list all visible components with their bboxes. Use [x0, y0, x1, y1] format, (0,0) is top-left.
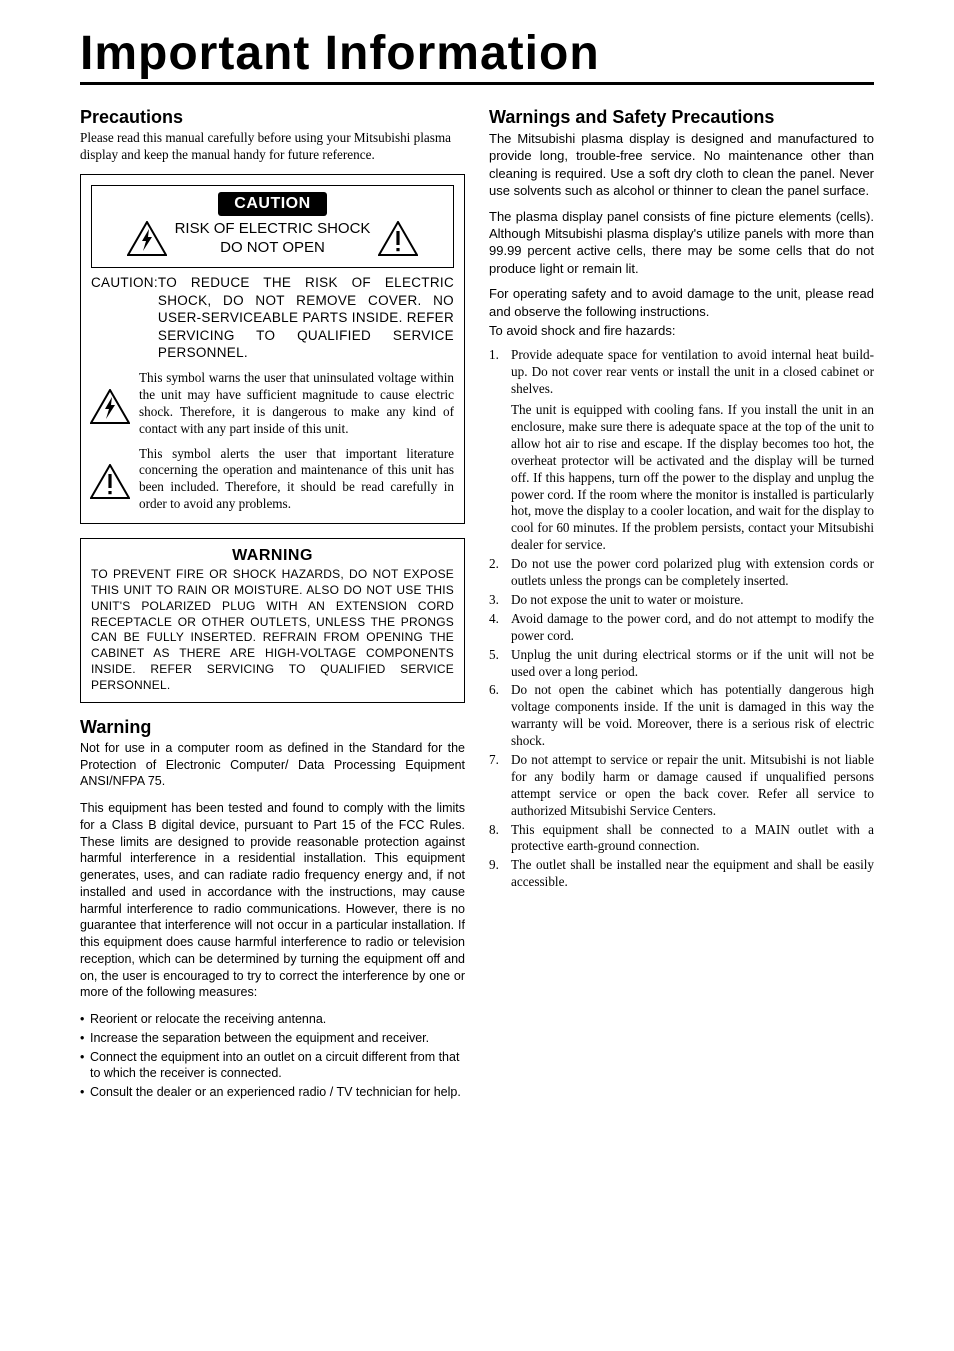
- numlist-number: 3.: [489, 592, 511, 609]
- caution-top-line1: RISK OF ELECTRIC SHOCK: [175, 220, 371, 239]
- right-numlist: 1.Provide adequate space for ventilation…: [489, 347, 874, 891]
- exclaim-icon: [378, 221, 418, 257]
- caution-main-label: CAUTION:: [91, 274, 158, 362]
- numlist-body: Do not attempt to service or repair the …: [511, 752, 874, 820]
- numlist-item: 9.The outlet shall be installed near the…: [489, 857, 874, 891]
- symbol-exclaim-text: This symbol alerts the user that importa…: [139, 446, 454, 514]
- numlist-text: The outlet shall be installed near the e…: [511, 857, 874, 891]
- precautions-lead: Please read this manual carefully before…: [80, 130, 465, 164]
- right-column: Warnings and Safety Precautions The Mits…: [489, 107, 874, 1103]
- numlist-body: This equipment shall be connected to a M…: [511, 822, 874, 856]
- numlist-text: Do not expose the unit to water or moist…: [511, 592, 874, 609]
- warning-bullets: •Reorient or relocate the receiving ante…: [80, 1011, 465, 1101]
- numlist-item: 8.This equipment shall be connected to a…: [489, 822, 874, 856]
- bullet-item: •Connect the equipment into an outlet on…: [80, 1049, 465, 1083]
- numlist-text: Provide adequate space for ventilation t…: [511, 347, 874, 398]
- bullet-item: •Consult the dealer or an experienced ra…: [80, 1084, 465, 1101]
- symbol-row-exclaim: This symbol alerts the user that importa…: [91, 446, 454, 514]
- numlist-text: This equipment shall be connected to a M…: [511, 822, 874, 856]
- warning-heading: Warning: [80, 717, 465, 738]
- numlist-number: 9.: [489, 857, 511, 891]
- numlist-item: 2.Do not use the power cord polarized pl…: [489, 556, 874, 590]
- caution-main: CAUTION: TO REDUCE THE RISK OF ELECTRIC …: [91, 274, 454, 362]
- numlist-item: 6.Do not open the cabinet which has pote…: [489, 682, 874, 750]
- symbol-row-bolt: This symbol warns the user that uninsula…: [91, 370, 454, 438]
- bullet-item: •Reorient or relocate the receiving ante…: [80, 1011, 465, 1028]
- numlist-body: The outlet shall be installed near the e…: [511, 857, 874, 891]
- caution-top-frame: CAUTION RISK OF ELECTRIC SHOCK DO NOT OP…: [91, 185, 454, 269]
- numlist-body: Do not expose the unit to water or moist…: [511, 592, 874, 609]
- numlist-item: 5.Unplug the unit during electrical stor…: [489, 647, 874, 681]
- bullet-dot: •: [80, 1030, 90, 1047]
- numlist-number: 1.: [489, 347, 511, 554]
- numlist-item: 4.Avoid damage to the power cord, and do…: [489, 611, 874, 645]
- warning-box-body: TO PREVENT FIRE OR SHOCK HAZARDS, DO NOT…: [91, 567, 454, 694]
- caution-pill-row: CAUTION: [100, 192, 445, 216]
- warning-p1: Not for use in a computer room as define…: [80, 740, 465, 790]
- numlist-body: Avoid damage to the power cord, and do n…: [511, 611, 874, 645]
- symbol-bolt-text: This symbol warns the user that uninsula…: [139, 370, 454, 438]
- right-p2: The plasma display panel consists of fin…: [489, 208, 874, 278]
- caution-main-text: TO REDUCE THE RISK OF ELECTRIC SHOCK, DO…: [158, 274, 454, 362]
- bullet-text: Consult the dealer or an experienced rad…: [90, 1084, 461, 1101]
- numlist-item: 3.Do not expose the unit to water or moi…: [489, 592, 874, 609]
- numlist-body: Do not use the power cord polarized plug…: [511, 556, 874, 590]
- numlist-text: Do not use the power cord polarized plug…: [511, 556, 874, 590]
- caution-pill: CAUTION: [218, 192, 326, 216]
- numlist-number: 2.: [489, 556, 511, 590]
- precautions-heading: Precautions: [80, 107, 465, 128]
- numlist-item: 7.Do not attempt to service or repair th…: [489, 752, 874, 820]
- numlist-body: Unplug the unit during electrical storms…: [511, 647, 874, 681]
- columns: Precautions Please read this manual care…: [80, 107, 874, 1103]
- bullet-dot: •: [80, 1011, 90, 1028]
- bullet-item: •Increase the separation between the equ…: [80, 1030, 465, 1047]
- caution-top-row: RISK OF ELECTRIC SHOCK DO NOT OPEN: [100, 220, 445, 258]
- numlist-text: Avoid damage to the power cord, and do n…: [511, 611, 874, 645]
- numlist-number: 6.: [489, 682, 511, 750]
- numlist-text: Do not open the cabinet which has potent…: [511, 682, 874, 750]
- warning-box-title: WARNING: [91, 547, 454, 565]
- numlist-body: Provide adequate space for ventilation t…: [511, 347, 874, 554]
- symbol-exclaim-icon-wrap: [91, 446, 129, 514]
- numlist-text: Do not attempt to service or repair the …: [511, 752, 874, 820]
- numlist-number: 5.: [489, 647, 511, 681]
- bullet-text: Connect the equipment into an outlet on …: [90, 1049, 465, 1083]
- right-p1: The Mitsubishi plasma display is designe…: [489, 130, 874, 200]
- numlist-number: 4.: [489, 611, 511, 645]
- caution-box: CAUTION RISK OF ELECTRIC SHOCK DO NOT OP…: [80, 174, 465, 524]
- right-p3: For operating safety and to avoid damage…: [489, 285, 874, 320]
- numlist-number: 8.: [489, 822, 511, 856]
- page-title: Important Information: [80, 30, 874, 78]
- caution-top-text: RISK OF ELECTRIC SHOCK DO NOT OPEN: [175, 220, 371, 258]
- warning-p2: This equipment has been tested and found…: [80, 800, 465, 1001]
- numlist-text: Unplug the unit during electrical storms…: [511, 647, 874, 681]
- symbol-bolt-icon-wrap: [91, 370, 129, 438]
- page-root: Important Information Precautions Please…: [0, 0, 954, 1163]
- caution-top-line2: DO NOT OPEN: [175, 239, 371, 258]
- numlist-subtext: The unit is equipped with cooling fans. …: [511, 402, 874, 554]
- exclaim-icon: [90, 464, 130, 500]
- bullet-dot: •: [80, 1084, 90, 1101]
- right-p4: To avoid shock and fire hazards:: [489, 322, 874, 339]
- right-heading: Warnings and Safety Precautions: [489, 107, 874, 128]
- bolt-icon: [90, 389, 130, 425]
- bullet-dot: •: [80, 1049, 90, 1083]
- page-rule: [80, 82, 874, 85]
- bullet-text: Reorient or relocate the receiving anten…: [90, 1011, 326, 1028]
- warning-box: WARNING TO PREVENT FIRE OR SHOCK HAZARDS…: [80, 538, 465, 703]
- bolt-icon: [127, 221, 167, 257]
- numlist-body: Do not open the cabinet which has potent…: [511, 682, 874, 750]
- numlist-item: 1.Provide adequate space for ventilation…: [489, 347, 874, 554]
- warning-paragraphs: Not for use in a computer room as define…: [80, 740, 465, 1001]
- left-column: Precautions Please read this manual care…: [80, 107, 465, 1103]
- numlist-number: 7.: [489, 752, 511, 820]
- bullet-text: Increase the separation between the equi…: [90, 1030, 429, 1047]
